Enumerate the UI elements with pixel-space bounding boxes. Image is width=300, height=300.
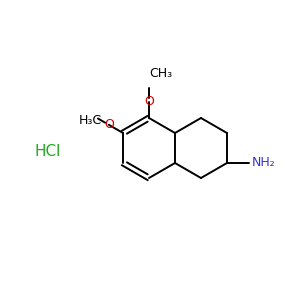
Text: CH₃: CH₃	[149, 67, 172, 80]
Text: HCl: HCl	[35, 145, 61, 160]
Text: O: O	[144, 95, 154, 108]
Text: NH₂: NH₂	[251, 157, 275, 169]
Text: H₃C: H₃C	[78, 114, 101, 127]
Text: O: O	[104, 118, 114, 131]
